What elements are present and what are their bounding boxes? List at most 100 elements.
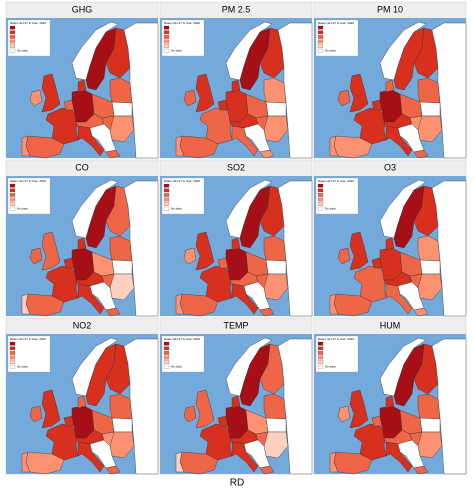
country [419, 417, 441, 433]
legend-no-data: No data [171, 365, 182, 369]
legend-swatch [317, 25, 324, 30]
legend: Rates: EU-27 & Year: 2020 No data [161, 177, 205, 215]
country [231, 395, 241, 409]
map: Rates: EU-27 & Year: 2020 No data [160, 176, 313, 317]
country [175, 451, 185, 473]
legend-swatch [317, 188, 324, 193]
legend-swatch [317, 30, 324, 35]
legend-title: Rates: EU-27 & Year: 2020 [318, 21, 354, 25]
country [349, 73, 369, 113]
legend-no-data: No data [325, 365, 336, 369]
legend-no-data: No data [171, 207, 182, 211]
country [21, 293, 31, 315]
country [183, 405, 197, 423]
legend-swatch [163, 206, 170, 211]
country [111, 417, 133, 433]
country [77, 395, 87, 409]
country [413, 307, 429, 317]
legend-swatch [9, 35, 16, 39]
legend-no-data: No data [17, 207, 28, 211]
legend-swatch [9, 364, 16, 369]
legend: Rates: EU-27 & Year: 2020 No data [315, 335, 359, 373]
country [29, 89, 43, 107]
panel-title: O3 [384, 162, 396, 172]
map-panel: O3 Rates: EU-27 & Year: 2020 No data [313, 159, 467, 317]
legend-swatch [9, 183, 16, 188]
legend-swatch [9, 341, 16, 346]
map: Rates: EU-27 & Year: 2020 No data [6, 334, 159, 475]
country [413, 465, 429, 475]
country [77, 79, 87, 93]
legend-title: Rates: EU-27 & Year: 2020 [164, 21, 200, 25]
country [105, 307, 121, 317]
legend-swatch [9, 48, 16, 53]
legend-swatch [163, 346, 170, 351]
country [385, 79, 395, 93]
map: Rates: EU-27 & Year: 2020 No data [314, 176, 467, 317]
country [337, 89, 351, 107]
legend-swatch [9, 360, 16, 364]
legend-swatch [163, 30, 170, 35]
legend-swatch [9, 188, 16, 193]
country [41, 389, 61, 429]
legend-swatch [317, 360, 324, 364]
legend-swatch [317, 206, 324, 211]
footer-label: RD [230, 478, 244, 489]
legend-no-data: No data [325, 207, 336, 211]
legend-swatch [317, 351, 324, 355]
country [337, 247, 351, 265]
legend: Rates: EU-27 & Year: 2020 No data [315, 19, 359, 57]
country [41, 73, 61, 113]
legend-no-data: No data [171, 49, 182, 53]
legend-swatch [317, 39, 324, 44]
country [195, 231, 215, 271]
legend-swatch [9, 355, 16, 360]
country [259, 307, 275, 317]
legend-no-data: No data [17, 49, 28, 53]
map-panel: SO2 Rates: EU-27 & Year: 2020 No data [159, 159, 313, 317]
legend-title: Rates: EU-27 & Year: 2020 [10, 179, 46, 183]
panel-title: HUM [380, 320, 401, 330]
legend-swatch [9, 30, 16, 35]
legend-swatch [317, 35, 324, 39]
country [419, 101, 441, 117]
map-panel: HUM Rates: EU-27 & Year: 2020 No data [313, 317, 467, 475]
legend-swatch [163, 25, 170, 30]
legend-swatch [9, 39, 16, 44]
country [195, 73, 215, 113]
country [337, 405, 351, 423]
legend-swatch [163, 35, 170, 39]
map: Rates: EU-27 & Year: 2020 No data [314, 334, 467, 475]
country [329, 135, 339, 157]
legend-swatch [163, 202, 170, 206]
country [231, 237, 241, 251]
legend-swatch [163, 355, 170, 360]
legend-swatch [9, 202, 16, 206]
country [111, 101, 133, 117]
country [265, 101, 287, 117]
map-panel: GHG Rates: EU-27 & Year: 2020 No data [5, 1, 159, 159]
panel-title: PM 2.5 [222, 4, 251, 14]
map: Rates: EU-27 & Year: 2020 No data [6, 176, 159, 317]
legend-swatch [317, 193, 324, 197]
country [265, 417, 287, 433]
country [329, 293, 339, 315]
country [349, 231, 369, 271]
legend-swatch [9, 206, 16, 211]
country [29, 247, 43, 265]
country [195, 389, 215, 429]
legend-swatch [317, 341, 324, 346]
legend-swatch [163, 44, 170, 48]
legend-swatch [163, 351, 170, 355]
legend-swatch [317, 202, 324, 206]
country [29, 405, 43, 423]
legend-swatch [163, 48, 170, 53]
legend-swatch [163, 341, 170, 346]
legend-swatch [163, 183, 170, 188]
legend: Rates: EU-27 & Year: 2020 No data [7, 335, 51, 373]
country [21, 135, 31, 157]
country [175, 135, 185, 157]
legend-swatch [9, 346, 16, 351]
legend-swatch [9, 197, 16, 202]
country [419, 259, 441, 275]
